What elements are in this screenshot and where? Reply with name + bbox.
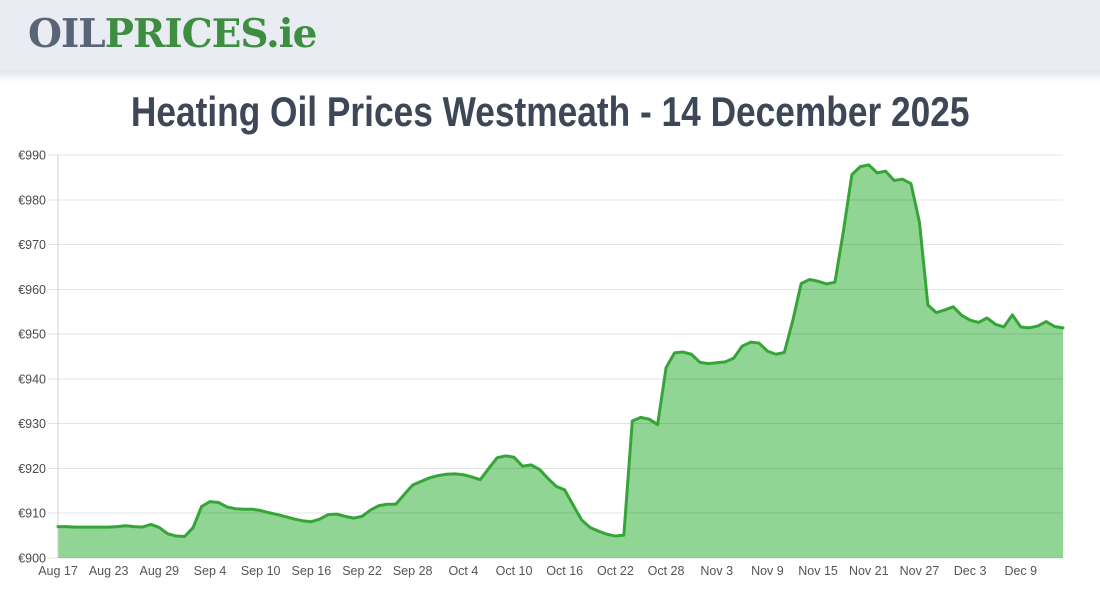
svg-text:Nov 9: Nov 9: [751, 564, 784, 578]
logo-text-prices: PRICES: [104, 11, 268, 57]
svg-text:€980: €980: [18, 193, 46, 207]
y-gridlines: [48, 154, 1063, 559]
price-chart: €900 €910 €920 €930 €940 €950 €960 €970 €980 €990…: [0, 130, 1100, 600]
price-line-series: [56, 163, 1065, 539]
svg-text:Aug 17: Aug 17: [38, 564, 78, 578]
svg-text:Nov 3: Nov 3: [700, 564, 733, 578]
svg-text:Oct 16: Oct 16: [546, 564, 583, 578]
logo-text-ie: .ie: [266, 11, 317, 57]
x-axis-labels: Aug 17 Aug 23 Aug 29 Sep 4 Sep 10 Sep 16 Sep 2…: [38, 564, 1037, 578]
price-chart-svg[interactable]: €900 €910 €920 €930 €940 €950 €960 €970 €980 €990…: [0, 130, 1100, 600]
svg-text:Aug 23: Aug 23: [89, 564, 129, 578]
header-shadow: [0, 70, 1100, 82]
svg-text:Oct 10: Oct 10: [496, 564, 533, 578]
svg-text:€910: €910: [18, 507, 46, 521]
svg-text:€900: €900: [18, 552, 46, 566]
svg-text:Sep 28: Sep 28: [393, 564, 433, 578]
area-series-fill: [58, 164, 1063, 558]
site-logo[interactable]: OILPRICES.ie: [28, 11, 317, 57]
y-axis-labels: €900 €910 €920 €930 €940 €950 €960 €970 €980 €990: [18, 149, 46, 566]
logo-text-oil: OIL: [28, 11, 106, 57]
svg-text:Oct 4: Oct 4: [448, 564, 478, 578]
svg-text:Sep 22: Sep 22: [342, 564, 382, 578]
svg-text:Sep 4: Sep 4: [194, 564, 227, 578]
svg-text:Sep 10: Sep 10: [241, 564, 281, 578]
svg-text:€990: €990: [18, 149, 46, 163]
svg-text:Nov 21: Nov 21: [849, 564, 889, 578]
svg-text:€940: €940: [18, 372, 46, 386]
svg-text:€950: €950: [18, 328, 46, 342]
svg-text:Nov 15: Nov 15: [798, 564, 838, 578]
svg-text:Dec 3: Dec 3: [954, 564, 987, 578]
svg-text:Oct 28: Oct 28: [648, 564, 685, 578]
svg-text:€920: €920: [18, 462, 46, 476]
svg-text:€970: €970: [18, 238, 46, 252]
svg-text:Nov 27: Nov 27: [900, 564, 940, 578]
svg-text:€960: €960: [18, 283, 46, 297]
svg-text:Sep 16: Sep 16: [292, 564, 332, 578]
header: OILPRICES.ie: [0, 0, 1100, 70]
svg-text:Aug 29: Aug 29: [140, 564, 180, 578]
page-title: Heating Oil Prices Westmeath - 14 Decemb…: [130, 88, 970, 135]
svg-text:Oct 22: Oct 22: [597, 564, 634, 578]
svg-text:Dec 9: Dec 9: [1004, 564, 1037, 578]
title-row: Heating Oil Prices Westmeath - 14 Decemb…: [0, 88, 1100, 136]
svg-text:€930: €930: [18, 417, 46, 431]
